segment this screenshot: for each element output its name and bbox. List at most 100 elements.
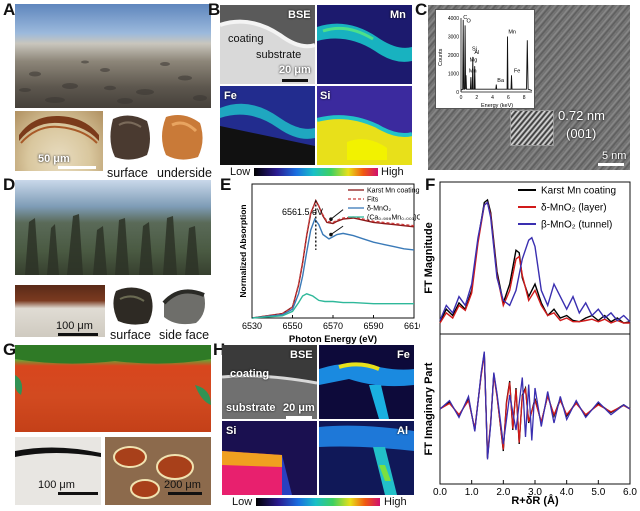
eds-ytick-label: 0 [456, 90, 459, 96]
scale-label-g1: 100 μm [38, 479, 75, 491]
ft-magnitude-ylabel: FT Magnitude [423, 222, 435, 294]
ft-imaginary-frame [439, 333, 631, 485]
eds-peak-label: C [463, 15, 467, 21]
exafs-legend-label: β-MnO₂ (tunnel) [541, 220, 612, 231]
xanes-series-line [251, 293, 414, 319]
eds-peak-label: Al [474, 50, 479, 56]
xanes-arrow [330, 225, 344, 235]
xanes-legend-label: (Ca₀.₉₉₉Mn₀.₀₀₁)CO₃ [367, 215, 420, 222]
eds-xtick-label: 4 [491, 95, 494, 101]
si-map-h [222, 421, 317, 495]
scale-label-a: 50 μm [38, 153, 70, 165]
exafs-xtick-label: 0.0 [433, 487, 447, 498]
bse-image-b [220, 5, 315, 84]
colorbar-high-h: High [384, 496, 407, 508]
eds-peak-label: Fe [514, 69, 520, 75]
grass-fringe [15, 345, 211, 405]
panel-letter-b: B [208, 0, 221, 19]
xanes-xtick-label: 6610 [404, 321, 420, 331]
xanes-xtick-label: 6530 [242, 321, 262, 331]
exafs-chart: 0.0 1.0 2.0 3.0 4.0 5.0 6.0 R+δR (Å) FT Magnit… [423, 181, 637, 507]
eds-ytick-label: 2000 [448, 53, 459, 59]
exafs-xtick-label: 3.0 [528, 487, 542, 498]
xanes-series-line [251, 198, 415, 319]
scale-bar-h [286, 416, 312, 419]
thin-section-micrograph-d [15, 285, 105, 337]
panel-letter-c: C [415, 0, 428, 19]
label-fe-h: Fe [397, 349, 410, 361]
scale-label-b: 20 μm [279, 64, 311, 76]
eds-spectrum-line [460, 19, 533, 91]
eds-peak-label: O [467, 19, 472, 25]
colorbar-low-b: Low [230, 166, 251, 178]
xanes-arrowhead [329, 232, 333, 237]
exafs-legend-label: δ-MnO₂ (layer) [541, 203, 607, 214]
label-coating-b: coating [228, 33, 264, 45]
eds-axes [460, 18, 532, 93]
stone-forest-photo [15, 180, 211, 275]
scale-bar-c [598, 163, 624, 166]
caption-surface-a: surface [107, 166, 148, 180]
caption-surface-d: surface [110, 328, 151, 342]
eds-peak-label: Ba [497, 78, 505, 84]
xanes-ylabel: Normalized Absorption [238, 204, 248, 297]
eds-xtick-label: 6 [507, 95, 510, 101]
colorbar-high-b: High [381, 166, 404, 178]
exafs-xtick-label: 4.0 [560, 487, 574, 498]
xanes-xtick-label: 6590 [363, 321, 383, 331]
exafs-xtick-label: 5.0 [591, 487, 605, 498]
label-bse-h: BSE [290, 349, 313, 361]
label-substrate-b: substrate [256, 49, 302, 61]
xanes-legend-label: δ-MnO₂ [367, 206, 391, 213]
label-coating-h: coating [230, 368, 270, 380]
xanes-peak-annotation: 6561.5 eV [282, 207, 323, 217]
ft-magnitude-line [439, 201, 630, 324]
rock-sample-side-d [160, 283, 208, 327]
fe-map-h [319, 345, 414, 419]
label-plane-c: (001) [566, 126, 597, 141]
label-mn-b: Mn [390, 9, 406, 21]
exafs-xtick-label: 1.0 [465, 487, 479, 498]
exafs-xtick-label: 2.0 [496, 487, 510, 498]
eds-xlabel: Energy (keV) [481, 103, 513, 109]
eds-peak-label: Mn [508, 30, 516, 36]
scale-bar-g1 [58, 492, 98, 495]
ft-imaginary-ylabel: FT Imaginary Part [423, 362, 435, 455]
rock-sample-surface-d [110, 283, 156, 327]
eds-peak-label: Si [472, 46, 477, 52]
xanes-legend-label: Fits [367, 197, 379, 204]
exafs-xlabel: R+δR (Å) [511, 494, 559, 507]
eds-xtick-label: 0 [460, 95, 463, 101]
scale-label-g2: 200 μm [164, 479, 201, 491]
eds-peak-label: Mn [469, 69, 477, 75]
bse-image-h [222, 345, 317, 419]
xanes-arrowhead [329, 217, 333, 221]
rock-sample-surface [107, 111, 153, 163]
eds-xtick-label: 8 [523, 95, 526, 101]
ft-imaginary-line [439, 351, 631, 460]
label-fe-b: Fe [224, 90, 237, 102]
panel-letter-e: E [220, 175, 232, 194]
coating-layer-shape [19, 115, 99, 144]
ft-magnitude-line [439, 201, 631, 323]
eds-ytick-label: 4000 [448, 16, 459, 22]
eds-xtick-label: 2 [475, 95, 478, 101]
thin-section-micrograph [15, 111, 103, 171]
eds-ytick-label: 3000 [448, 35, 459, 41]
eds-ytick-label: 1000 [448, 72, 459, 78]
label-si-b: Si [320, 90, 331, 102]
caption-side-face-d: side face [159, 328, 210, 342]
scale-bar-d [58, 333, 98, 336]
label-al-h: Al [397, 425, 408, 437]
colorbar-b [254, 168, 378, 176]
xanes-series-line [251, 217, 415, 319]
scale-bar-g2 [168, 492, 202, 495]
scale-bar-a [58, 166, 96, 169]
panel-letter-g: G [3, 340, 17, 359]
karst-pinnacles [25, 214, 199, 275]
xanes-legend-label: Karst Mn coating [367, 188, 420, 195]
al-map-h [319, 421, 414, 495]
scale-bar-b [282, 79, 308, 82]
red-soil-photo [15, 345, 211, 432]
scale-label-h: 20 μm [283, 402, 315, 414]
